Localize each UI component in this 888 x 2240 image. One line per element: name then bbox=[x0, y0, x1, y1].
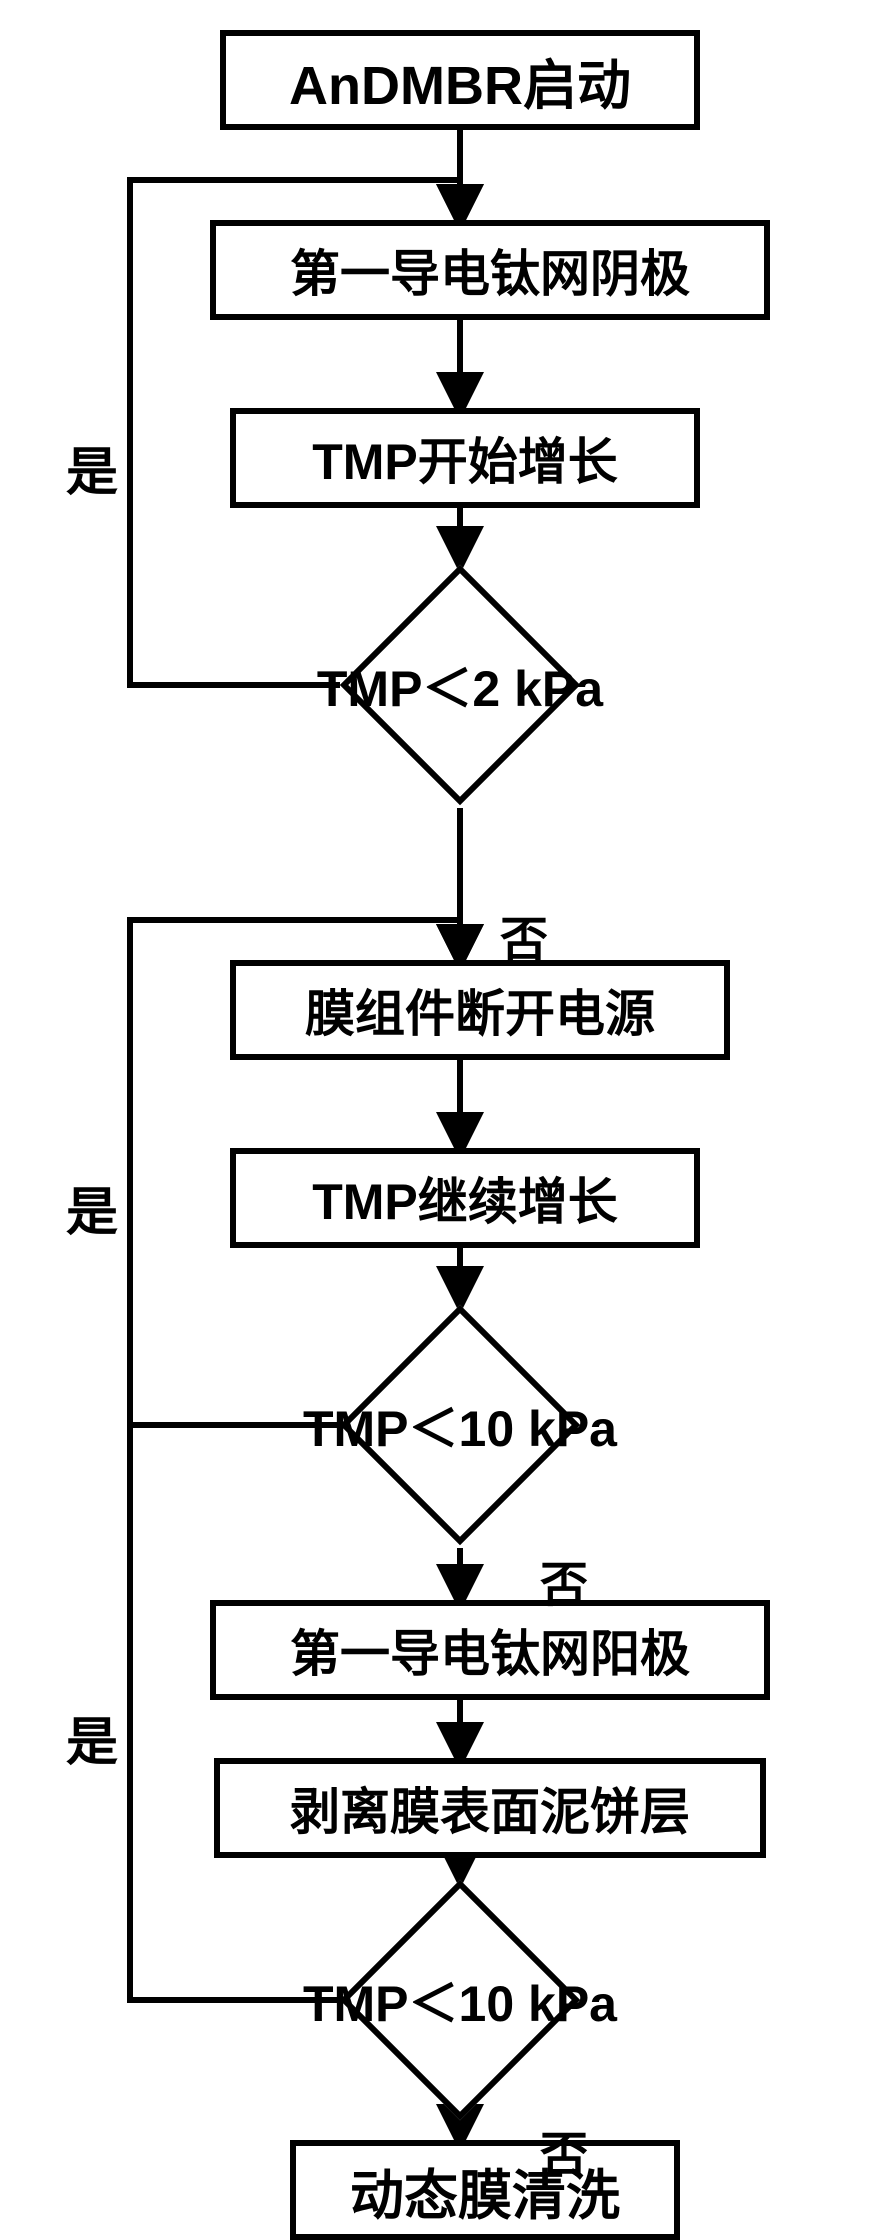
edge-label: 否 bbox=[540, 2115, 588, 2185]
node-start: AnDMBR启动 bbox=[220, 30, 700, 130]
node-label: TMP＜2 kPa bbox=[317, 649, 603, 721]
node-dec1: TMP＜2 kPa bbox=[340, 565, 580, 805]
node-tmpInc2: TMP继续增长 bbox=[230, 1148, 700, 1248]
edge-label: 是 bbox=[66, 1700, 118, 1775]
node-label: TMP开始增长 bbox=[312, 422, 618, 494]
edge-label: 否 bbox=[500, 900, 548, 970]
node-label: TMP＜10 kPa bbox=[303, 1964, 617, 2036]
node-discon: 膜组件断开电源 bbox=[230, 960, 730, 1060]
node-clean: 动态膜清洗 bbox=[290, 2140, 680, 2240]
node-label: 第一导电钛网阳极 bbox=[290, 1614, 690, 1686]
node-dec2: TMP＜10 kPa bbox=[340, 1305, 580, 1545]
node-label: 膜组件断开电源 bbox=[305, 974, 655, 1046]
flow-arrows bbox=[0, 0, 888, 2186]
edge-label: 否 bbox=[540, 1545, 588, 1615]
edge-label: 是 bbox=[66, 1170, 118, 1245]
node-label: AnDMBR启动 bbox=[289, 41, 631, 120]
node-cathode: 第一导电钛网阴极 bbox=[210, 220, 770, 320]
node-tmpInc1: TMP开始增长 bbox=[230, 408, 700, 508]
node-label: 第一导电钛网阴极 bbox=[290, 234, 690, 306]
edge-label: 是 bbox=[66, 430, 118, 505]
node-dec3: TMP＜10 kPa bbox=[340, 1880, 580, 2120]
node-peel: 剥离膜表面泥饼层 bbox=[214, 1758, 766, 1858]
node-label: TMP＜10 kPa bbox=[303, 1389, 617, 1461]
node-anode: 第一导电钛网阳极 bbox=[210, 1600, 770, 1700]
node-label: TMP继续增长 bbox=[312, 1162, 618, 1234]
node-label: 剥离膜表面泥饼层 bbox=[290, 1772, 690, 1844]
